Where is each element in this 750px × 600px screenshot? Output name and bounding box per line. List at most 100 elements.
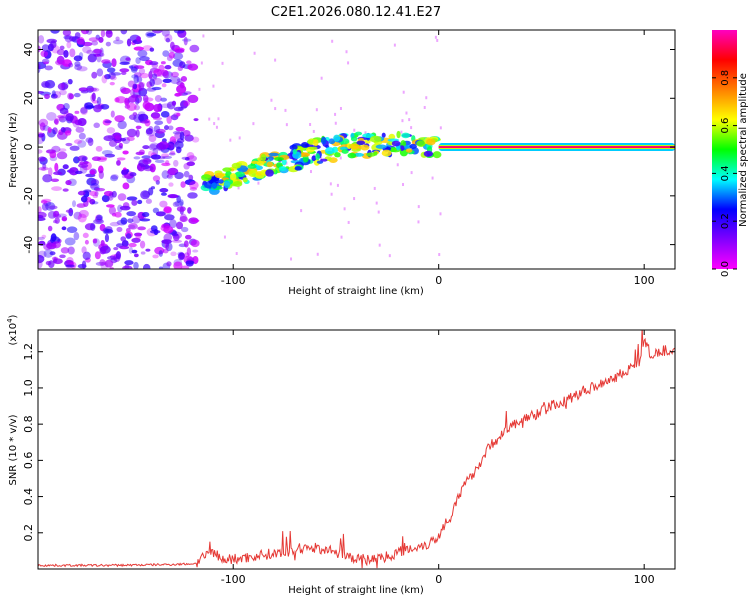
noise-blob bbox=[100, 104, 110, 110]
speckle-mark bbox=[253, 51, 256, 55]
noise-blob bbox=[172, 52, 184, 60]
noise-blob bbox=[114, 211, 122, 218]
noise-blob bbox=[181, 265, 190, 269]
noise-blob bbox=[83, 189, 92, 193]
noise-blob bbox=[66, 41, 72, 49]
noise-blob bbox=[159, 200, 168, 208]
noise-blob bbox=[161, 153, 170, 158]
noise-blob bbox=[101, 59, 111, 64]
noise-blob bbox=[64, 130, 72, 136]
signal-blob bbox=[347, 152, 357, 159]
noise-blob bbox=[104, 259, 114, 268]
noise-blob bbox=[53, 171, 63, 176]
noise-blob bbox=[133, 232, 143, 237]
noise-blob bbox=[75, 126, 85, 133]
noise-blob bbox=[149, 78, 155, 87]
noise-blob bbox=[190, 239, 200, 248]
noise-blob bbox=[80, 30, 90, 35]
y-tick-label: 1.0 bbox=[22, 379, 35, 397]
noise-blob bbox=[164, 33, 173, 43]
speckle-mark bbox=[334, 121, 337, 125]
snr-y-scale: (x104) bbox=[6, 314, 19, 345]
speckle-mark bbox=[290, 257, 293, 261]
noise-blob bbox=[74, 64, 83, 71]
noise-blob bbox=[39, 122, 46, 131]
noise-blob bbox=[186, 60, 192, 65]
noise-blob bbox=[117, 120, 127, 130]
noise-blob bbox=[82, 41, 93, 47]
noise-blob bbox=[145, 248, 151, 252]
signal-blob bbox=[405, 148, 413, 153]
noise-blob bbox=[38, 166, 49, 171]
noise-blob bbox=[126, 136, 135, 142]
signal-blob bbox=[360, 144, 370, 151]
noise-blob bbox=[119, 55, 131, 65]
noise-blob bbox=[68, 62, 74, 68]
noise-blob bbox=[187, 63, 199, 71]
y-tick-label: 0.8 bbox=[22, 415, 35, 433]
noise-blob bbox=[151, 30, 163, 34]
noise-blob bbox=[80, 90, 89, 94]
colorbar-tick-label: 0.8 bbox=[720, 70, 731, 86]
noise-blob bbox=[160, 61, 166, 65]
noise-blob bbox=[174, 200, 184, 207]
noise-blob bbox=[126, 211, 137, 217]
noise-blob bbox=[129, 172, 137, 177]
noise-blob bbox=[169, 144, 175, 151]
signal-blob bbox=[218, 179, 224, 184]
noise-blob bbox=[114, 145, 123, 150]
noise-blob bbox=[85, 30, 93, 35]
figure-title: C2E1.2026.080.12.41.E27 bbox=[271, 5, 441, 20]
noise-blob bbox=[90, 222, 96, 231]
signal-blob bbox=[301, 142, 309, 148]
speckle-mark bbox=[402, 90, 405, 94]
noise-blob bbox=[114, 115, 125, 123]
noise-blob bbox=[142, 94, 149, 103]
speckle-mark bbox=[410, 126, 413, 130]
noise-blob bbox=[175, 126, 185, 132]
noise-blob bbox=[100, 30, 106, 38]
signal-blob bbox=[334, 152, 341, 158]
noise-blob bbox=[41, 167, 47, 171]
noise-blob bbox=[162, 155, 173, 160]
signal-blob bbox=[381, 149, 392, 157]
noise-blob bbox=[79, 161, 84, 166]
noise-blob bbox=[149, 61, 159, 66]
speckle-mark bbox=[257, 181, 260, 185]
speckle-mark bbox=[202, 34, 205, 38]
noise-blob bbox=[167, 141, 175, 151]
signal-blob bbox=[292, 148, 297, 155]
speckle-mark bbox=[400, 130, 403, 134]
noise-blob bbox=[93, 122, 100, 129]
noise-blob bbox=[78, 52, 84, 60]
noise-blob bbox=[111, 190, 117, 198]
noise-blob bbox=[74, 61, 81, 67]
noise-blob bbox=[54, 118, 59, 126]
noise-blob bbox=[61, 81, 69, 89]
signal-blob bbox=[260, 153, 267, 162]
noise-blob bbox=[150, 186, 155, 190]
noise-blob bbox=[110, 175, 119, 182]
noise-blob bbox=[59, 45, 65, 50]
speckle-mark bbox=[312, 129, 315, 133]
signal-blob bbox=[432, 151, 442, 159]
noise-blob bbox=[105, 204, 115, 208]
snr-frame bbox=[37, 329, 676, 570]
speckle-mark bbox=[334, 112, 337, 116]
noise-blob bbox=[100, 239, 105, 247]
noise-blob bbox=[48, 205, 58, 210]
noise-blob bbox=[98, 52, 105, 57]
signal-blob bbox=[423, 150, 434, 157]
noise-blob bbox=[64, 34, 73, 43]
speckle-mark bbox=[343, 207, 346, 211]
speckle-mark bbox=[401, 119, 404, 123]
noise-blob bbox=[175, 221, 184, 230]
x-tick-label: -100 bbox=[221, 573, 246, 586]
noise-blob bbox=[81, 246, 87, 254]
noise-blob bbox=[116, 159, 121, 166]
noise-blob bbox=[50, 30, 60, 34]
noise-blob bbox=[65, 264, 75, 268]
noise-blob bbox=[154, 159, 165, 163]
noise-blob bbox=[122, 150, 129, 155]
spectrogram-frame bbox=[37, 29, 676, 270]
